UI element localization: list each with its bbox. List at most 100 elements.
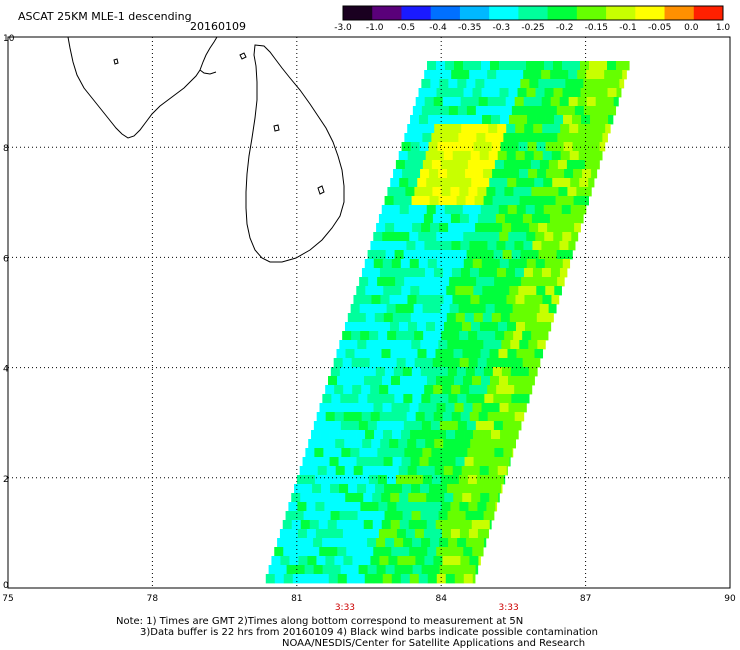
swath-cell [452, 295, 462, 305]
swath-cell [616, 61, 626, 71]
swath-cell [447, 196, 457, 206]
swath-cell [482, 457, 492, 467]
swath-cell [491, 313, 502, 323]
swath-cell [296, 475, 307, 485]
swath-cell [358, 421, 369, 431]
swath-cell [434, 151, 445, 161]
swath-cell [454, 376, 464, 386]
swath-cell [535, 232, 545, 242]
swath-cell [427, 88, 437, 98]
x-tick-label: 78 [147, 594, 159, 604]
swath-cell [318, 520, 329, 530]
swath-cell [413, 448, 423, 458]
colorbar-segment [606, 6, 636, 20]
swath-cell [517, 232, 527, 242]
swath-cell [301, 574, 312, 584]
swath-cell [336, 349, 346, 359]
swath-cell [414, 187, 424, 197]
swath-cell [544, 232, 554, 242]
swath-cell [504, 187, 514, 197]
colorbar-segment [576, 6, 607, 20]
swath-cell [463, 61, 473, 71]
swath-cell [539, 277, 549, 287]
swath-cell [333, 502, 343, 512]
swath-cell [362, 439, 372, 449]
swath-cell [338, 457, 348, 467]
swath-cell [530, 277, 540, 287]
swath-cell [542, 295, 552, 305]
swath-cell [367, 538, 377, 548]
swath-cell [374, 313, 385, 323]
swath-cell [532, 97, 543, 107]
swath-cell [538, 223, 548, 233]
swath-cell [291, 520, 302, 530]
swath-cell [427, 547, 437, 557]
swath-cell [538, 250, 549, 260]
swath-cell [343, 556, 353, 566]
swath-cell [432, 331, 442, 341]
swath-cell [443, 322, 454, 332]
swath-cell [425, 295, 435, 305]
swath-cell [438, 196, 448, 206]
swath-cell [371, 322, 382, 332]
swath-cell [509, 457, 511, 467]
swath-cell [404, 304, 415, 314]
swath-cell [529, 250, 540, 260]
swath-cell [583, 106, 594, 116]
swath-cell [381, 205, 392, 215]
colorbar-segment [664, 6, 695, 20]
swath-cell [528, 169, 538, 179]
swath-cell [446, 286, 456, 296]
swath-cell [522, 187, 532, 197]
swath-cell [604, 97, 615, 107]
swath-cell [410, 115, 420, 125]
swath-cell [591, 169, 598, 179]
swath-cell [488, 322, 499, 332]
swath-cell [519, 367, 530, 377]
colorbar-border [342, 5, 724, 21]
swath-cell [414, 331, 424, 341]
swath-cell [430, 394, 440, 404]
swath-cell [374, 286, 384, 296]
swath-cell [537, 340, 546, 350]
swath-cell [478, 70, 488, 80]
swath-cell [407, 439, 417, 449]
swath-cell [489, 205, 500, 215]
colorbar-tick-label: -0.3 [493, 23, 511, 33]
swath-cell [403, 421, 414, 431]
swath-cell [412, 538, 422, 548]
swath-cell [360, 502, 370, 512]
swath-cell [450, 502, 460, 512]
swath-cell [380, 322, 391, 332]
swath-cell [390, 520, 401, 530]
swath-cell [561, 178, 571, 188]
swath-cell [501, 169, 511, 179]
swath-cell [476, 475, 487, 485]
swath-cell [459, 529, 470, 539]
swath-cell [401, 457, 411, 467]
swath-cell [367, 394, 377, 404]
swath-cell [416, 466, 427, 476]
swath-cell [541, 70, 551, 80]
swath-cell [501, 196, 511, 206]
swath-cell [479, 466, 490, 476]
swath-cell [314, 475, 325, 485]
swath-cell [464, 286, 474, 296]
swath-cell [506, 439, 516, 449]
swath-cell [416, 439, 426, 449]
swath-cell [584, 160, 595, 170]
swath-cell [442, 241, 452, 251]
swath-cell [376, 421, 387, 431]
swath-cell [408, 493, 418, 503]
swath-cell [572, 115, 582, 125]
swath-cell [420, 484, 430, 494]
swath-cell [382, 403, 392, 413]
swath-cell [407, 322, 418, 332]
swath-cell [384, 484, 394, 494]
swath-cell [423, 214, 434, 224]
swath-cell [285, 511, 295, 521]
swath-cell [429, 340, 439, 350]
swath-cell [292, 574, 303, 584]
swath-cell [466, 538, 476, 548]
swath-cell [416, 322, 427, 332]
